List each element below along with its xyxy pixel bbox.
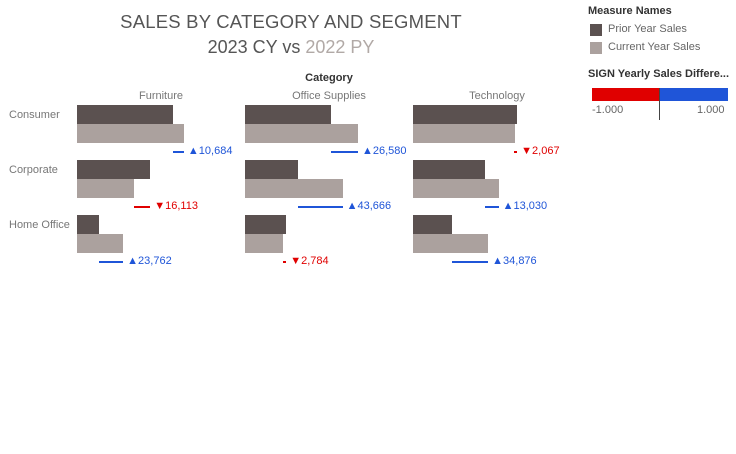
legend-swatch-current[interactable] bbox=[590, 42, 602, 54]
diff-label-home-office-furniture: ▲23,762 bbox=[127, 255, 172, 267]
diff-label-home-office-office-supplies: ▼2,784 bbox=[290, 255, 329, 267]
diff-line-consumer-technology bbox=[514, 151, 518, 153]
bar-prior-consumer-technology[interactable] bbox=[413, 105, 518, 124]
legend-label-current[interactable]: Current Year Sales bbox=[608, 41, 701, 53]
diff-line-consumer-office-supplies bbox=[330, 151, 358, 153]
diff-line-home-office-technology bbox=[452, 261, 489, 263]
diff-label-consumer-office-supplies: ▲26,580 bbox=[362, 145, 407, 157]
chart-title: SALES BY CATEGORY AND SEGMENT bbox=[120, 11, 462, 32]
color-legend-negative-bar bbox=[592, 88, 660, 101]
diff-label-home-office-technology: ▲34,876 bbox=[492, 255, 537, 267]
diff-label-consumer-furniture: ▲10,684 bbox=[187, 145, 233, 157]
bar-prior-corporate-technology[interactable] bbox=[413, 160, 486, 179]
chart-subtitle: 2023 CY vs 2022 PY bbox=[106, 37, 476, 58]
bar-current-home-office-furniture[interactable] bbox=[77, 234, 124, 253]
diff-line-corporate-furniture bbox=[133, 206, 151, 208]
bar-prior-home-office-furniture[interactable] bbox=[77, 215, 99, 234]
legend-swatch-prior[interactable] bbox=[590, 24, 602, 36]
bar-current-home-office-technology[interactable] bbox=[413, 234, 489, 253]
color-legend-title: SIGN Yearly Sales Differe... bbox=[588, 68, 730, 80]
subtitle-py: 2022 PY bbox=[305, 37, 375, 57]
color-legend-max-label: 1.000 bbox=[697, 104, 725, 116]
legend-title: Measure Names bbox=[588, 5, 672, 17]
bar-current-corporate-office-supplies[interactable] bbox=[245, 179, 343, 198]
diff-line-corporate-office-supplies bbox=[297, 206, 343, 208]
diff-label-consumer-technology: ▼2,067 bbox=[521, 145, 560, 157]
color-legend-min-label: -1.000 bbox=[592, 104, 624, 116]
diff-label-corporate-technology: ▲13,030 bbox=[502, 200, 548, 212]
category-label-technology: Technology bbox=[469, 90, 525, 102]
diff-label-corporate-office-supplies: ▲43,666 bbox=[346, 200, 392, 212]
bar-prior-consumer-furniture[interactable] bbox=[77, 105, 173, 124]
diff-line-home-office-furniture bbox=[98, 261, 124, 263]
diff-line-corporate-technology bbox=[485, 206, 499, 208]
subtitle-cy: 2023 CY bbox=[207, 37, 278, 57]
bar-current-consumer-furniture[interactable] bbox=[77, 124, 184, 143]
diff-label-corporate-furniture: ▼16,113 bbox=[154, 200, 198, 212]
diff-line-home-office-office-supplies bbox=[283, 261, 287, 263]
bar-current-home-office-office-supplies[interactable] bbox=[245, 234, 284, 253]
category-header: Category bbox=[305, 72, 353, 84]
segment-label-home-office: Home Office bbox=[9, 219, 70, 231]
diff-line-consumer-furniture bbox=[172, 151, 184, 153]
segment-label-corporate: Corporate bbox=[9, 164, 58, 176]
color-legend-center-tick bbox=[659, 88, 660, 120]
bar-current-consumer-technology[interactable] bbox=[413, 124, 516, 143]
bar-prior-consumer-office-supplies[interactable] bbox=[245, 105, 331, 124]
bar-prior-corporate-office-supplies[interactable] bbox=[245, 160, 298, 179]
bar-prior-home-office-technology[interactable] bbox=[413, 215, 453, 234]
bar-current-corporate-furniture[interactable] bbox=[77, 179, 134, 198]
category-label-furniture: Furniture bbox=[138, 90, 184, 102]
bar-prior-corporate-furniture[interactable] bbox=[77, 160, 151, 179]
bar-prior-home-office-office-supplies[interactable] bbox=[245, 215, 287, 234]
subtitle-vs: vs bbox=[282, 37, 301, 57]
color-legend-positive-bar bbox=[660, 88, 728, 101]
segment-label-consumer: Consumer bbox=[9, 109, 60, 121]
legend-label-prior[interactable]: Prior Year Sales bbox=[608, 23, 687, 35]
category-label-office-supplies: Office Supplies bbox=[292, 90, 366, 102]
bar-current-corporate-technology[interactable] bbox=[413, 179, 499, 198]
bar-current-consumer-office-supplies[interactable] bbox=[245, 124, 358, 143]
